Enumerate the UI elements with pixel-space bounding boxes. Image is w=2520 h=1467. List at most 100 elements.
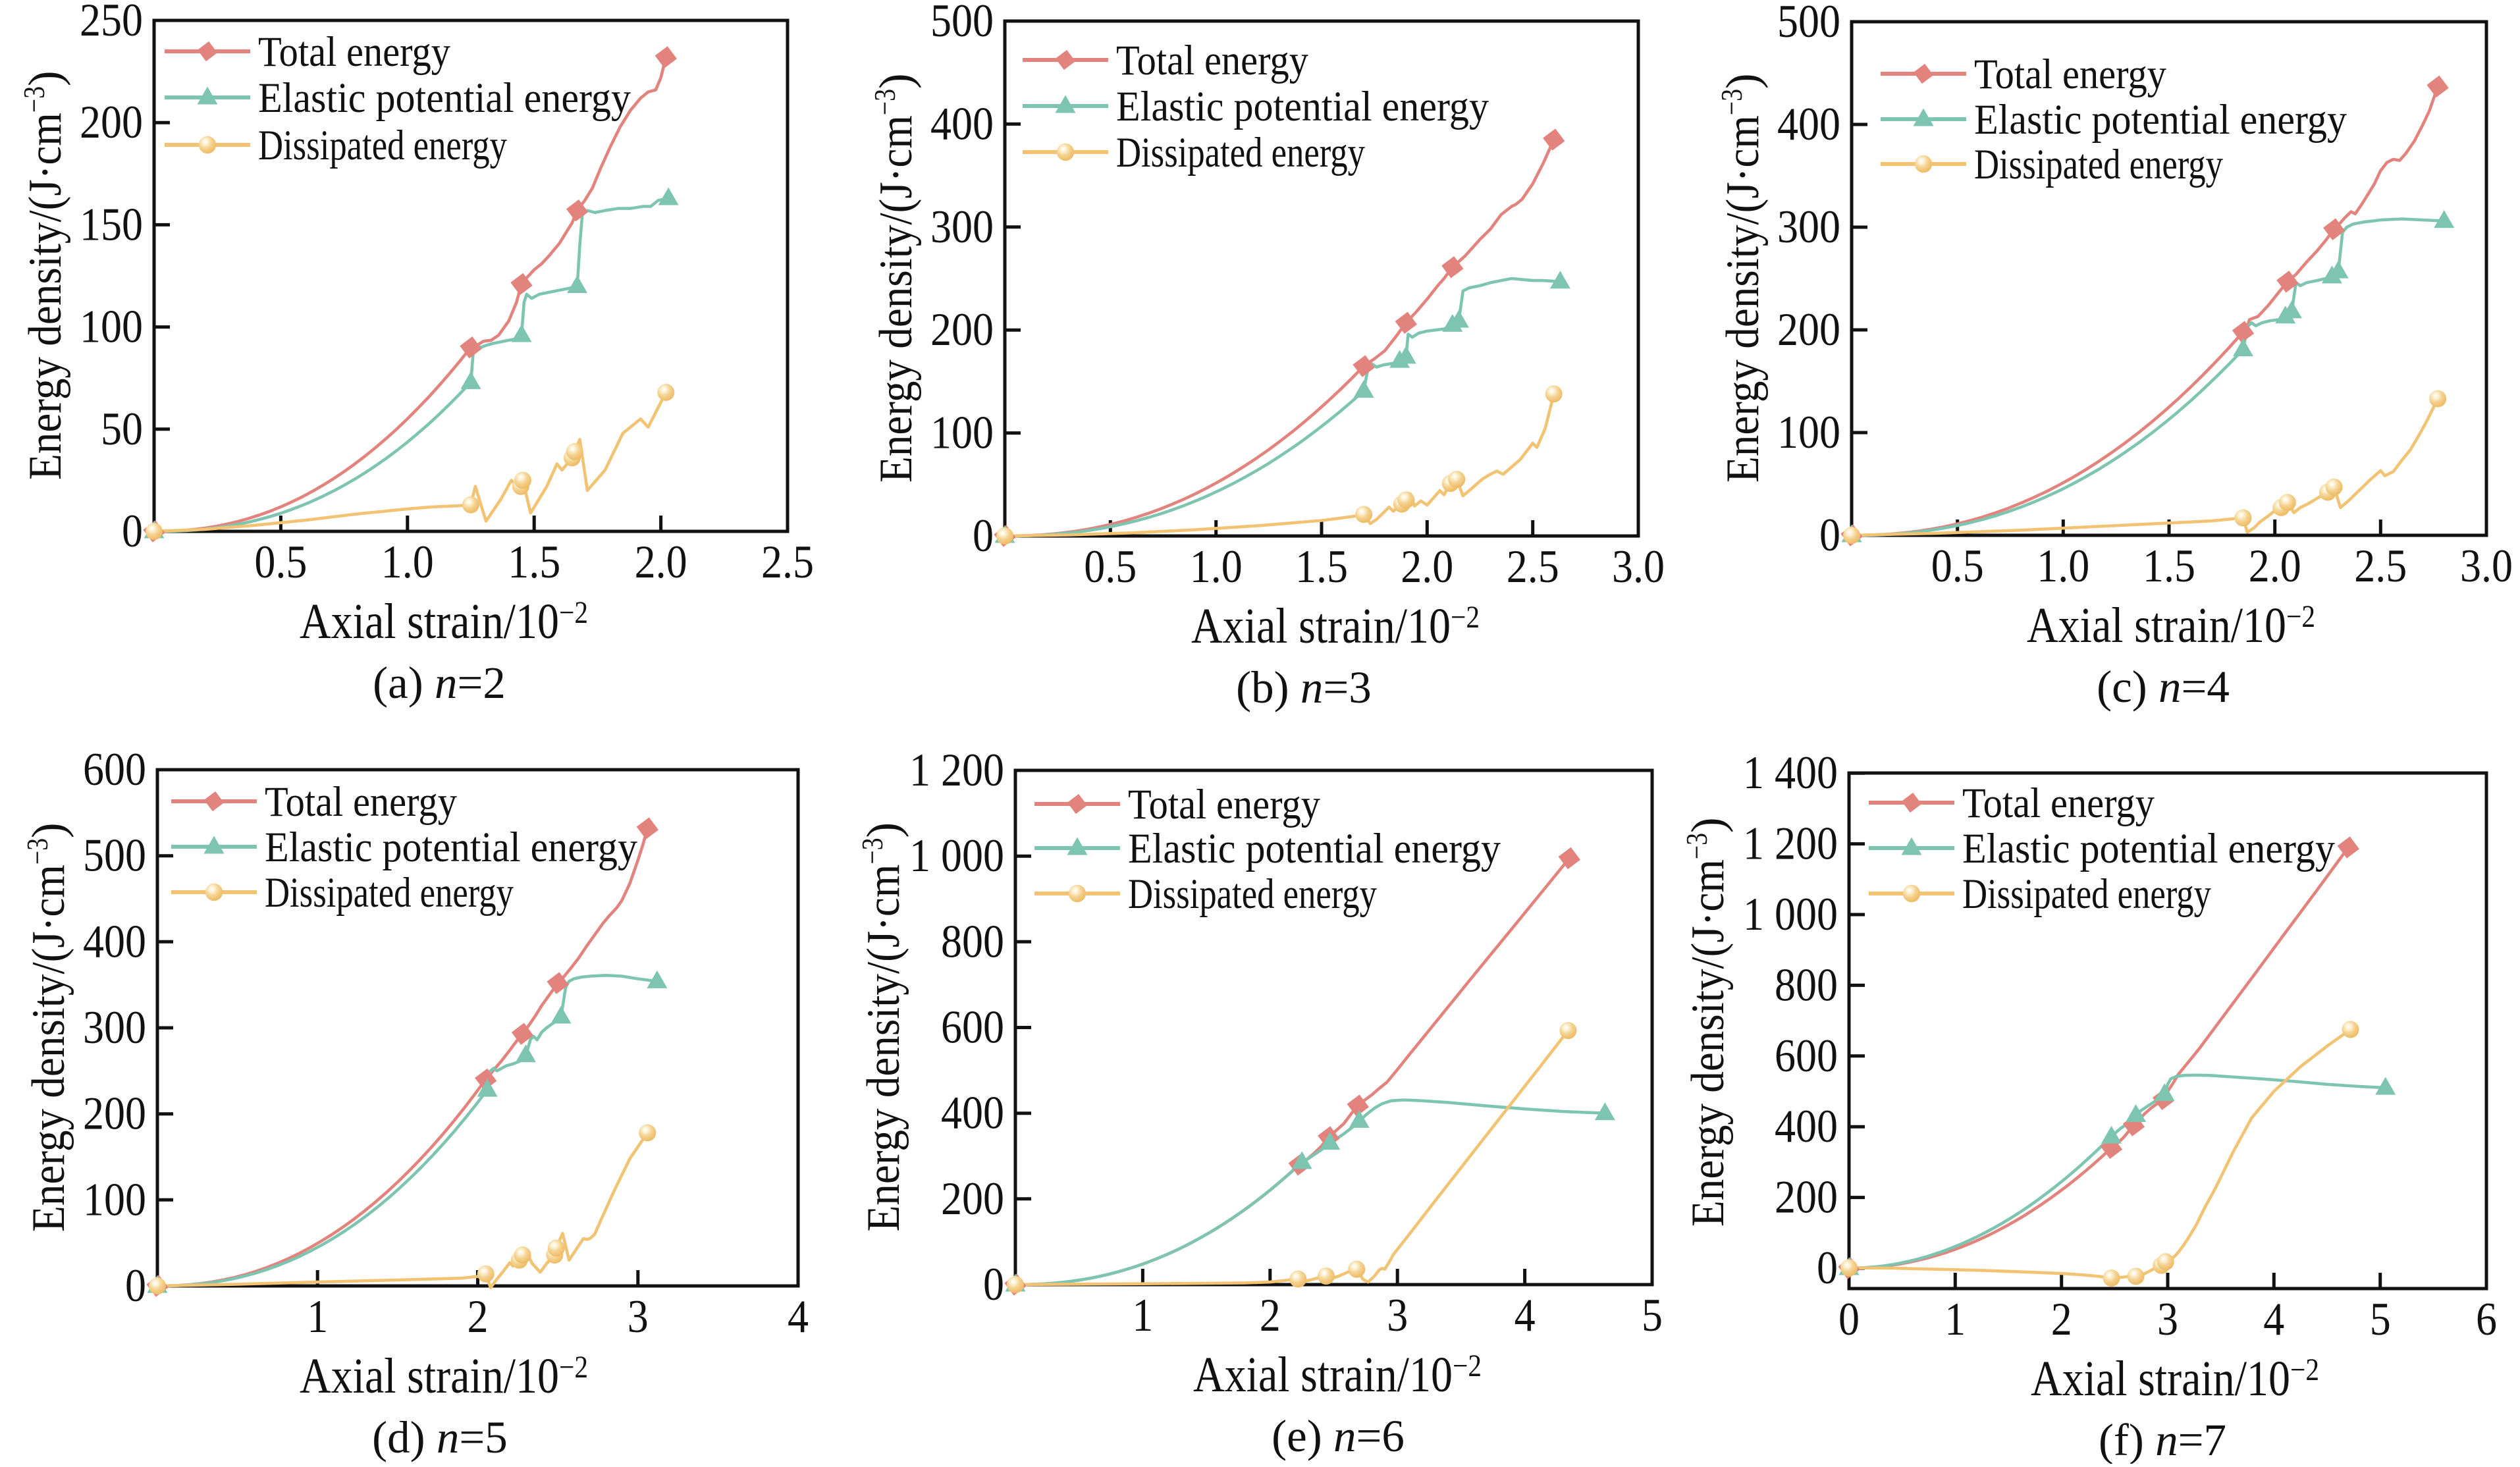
svg-text:100: 100 [930, 408, 994, 459]
svg-text:Elastic potential energy: Elastic potential energy [265, 824, 637, 871]
svg-text:4: 4 [788, 1291, 809, 1343]
svg-text:2.5: 2.5 [761, 537, 814, 588]
svg-text:Axial strain/10−2: Axial strain/10−2 [2027, 598, 2315, 653]
svg-text:Dissipated energy: Dissipated energy [1128, 870, 1377, 918]
svg-text:0: 0 [1838, 1294, 1860, 1345]
svg-text:1: 1 [1944, 1294, 1966, 1345]
svg-text:800: 800 [941, 916, 1004, 967]
svg-text:Energy density/(J·cm−3): Energy density/(J·cm−3) [1680, 817, 1734, 1227]
svg-text:5: 5 [2370, 1294, 2391, 1345]
svg-text:(c) n=4: (c) n=4 [2097, 662, 2230, 712]
svg-text:0: 0 [122, 506, 143, 557]
svg-text:Total energy: Total energy [1116, 37, 1308, 84]
svg-text:Axial strain/10−2: Axial strain/10−2 [300, 594, 588, 649]
svg-text:1.0: 1.0 [381, 537, 434, 588]
svg-text:200: 200 [1775, 1172, 1838, 1223]
svg-text:Dissipated energy: Dissipated energy [1974, 141, 2223, 188]
svg-text:3.0: 3.0 [1612, 541, 1665, 593]
svg-text:0: 0 [125, 1260, 146, 1312]
svg-text:2: 2 [468, 1291, 489, 1343]
svg-text:Elastic potential energy: Elastic potential energy [1116, 83, 1489, 130]
svg-text:1.0: 1.0 [1190, 541, 1243, 593]
svg-text:Elastic potential energy: Elastic potential energy [258, 74, 631, 122]
svg-text:(e) n=6: (e) n=6 [1272, 1411, 1405, 1461]
svg-text:100: 100 [1777, 407, 1840, 458]
svg-text:Energy density/(J·cm−3): Energy density/(J·cm−3) [20, 822, 74, 1232]
svg-text:500: 500 [1777, 0, 1840, 47]
svg-text:Dissipated energy: Dissipated energy [265, 869, 514, 917]
svg-text:200: 200 [930, 304, 994, 356]
svg-text:200: 200 [941, 1173, 1004, 1225]
svg-text:Elastic potential energy: Elastic potential energy [1962, 825, 2335, 872]
svg-text:Elastic potential energy: Elastic potential energy [1974, 96, 2347, 144]
svg-text:Total energy: Total energy [1962, 780, 2155, 827]
svg-text:Axial strain/10−2: Axial strain/10−2 [1193, 1347, 1482, 1402]
svg-text:Total energy: Total energy [1128, 781, 1320, 828]
svg-text:2.5: 2.5 [1507, 541, 1559, 593]
svg-text:(f) n=7: (f) n=7 [2099, 1415, 2226, 1464]
svg-text:(b) n=3: (b) n=3 [1236, 662, 1372, 712]
svg-text:300: 300 [1777, 201, 1840, 253]
svg-text:2.0: 2.0 [1401, 541, 1453, 593]
svg-text:Axial strain/10−2: Axial strain/10−2 [1191, 599, 1480, 654]
svg-text:500: 500 [83, 830, 146, 882]
svg-text:800: 800 [1775, 959, 1838, 1011]
svg-text:200: 200 [83, 1088, 146, 1140]
svg-text:6: 6 [2476, 1294, 2497, 1345]
svg-text:200: 200 [1777, 304, 1840, 356]
svg-text:Total energy: Total energy [258, 28, 450, 76]
svg-text:400: 400 [1775, 1101, 1838, 1152]
svg-text:0: 0 [983, 1259, 1004, 1310]
svg-text:1.0: 1.0 [2037, 541, 2089, 592]
svg-text:0.5: 0.5 [1931, 541, 1984, 592]
svg-text:Elastic potential energy: Elastic potential energy [1128, 825, 1501, 872]
svg-text:50: 50 [101, 404, 143, 455]
svg-text:3: 3 [2157, 1294, 2178, 1345]
svg-text:Axial strain/10−2: Axial strain/10−2 [2031, 1351, 2319, 1406]
svg-text:0.5: 0.5 [254, 537, 307, 588]
svg-text:200: 200 [80, 97, 143, 148]
svg-text:100: 100 [83, 1174, 146, 1225]
svg-text:Energy density/(J·cm−3): Energy density/(J·cm−3) [855, 822, 909, 1232]
svg-text:1.5: 1.5 [508, 537, 560, 588]
svg-text:1 200: 1 200 [1743, 818, 1838, 870]
svg-text:Energy density/(J·cm−3): Energy density/(J·cm−3) [868, 73, 922, 483]
svg-text:1.5: 1.5 [1295, 541, 1348, 593]
svg-text:1 400: 1 400 [1743, 747, 1838, 799]
svg-text:0: 0 [973, 510, 994, 562]
svg-text:2.0: 2.0 [2249, 541, 2301, 592]
svg-text:600: 600 [941, 1002, 1004, 1054]
svg-text:300: 300 [930, 201, 994, 253]
svg-text:500: 500 [930, 0, 994, 47]
svg-text:Dissipated energy: Dissipated energy [1962, 870, 2211, 918]
svg-text:Total energy: Total energy [1974, 51, 2166, 98]
svg-text:1: 1 [1132, 1290, 1153, 1341]
svg-text:(d) n=5: (d) n=5 [372, 1412, 508, 1462]
svg-text:150: 150 [80, 199, 143, 250]
svg-text:1 000: 1 000 [909, 830, 1004, 882]
svg-text:5: 5 [1642, 1290, 1663, 1341]
svg-text:400: 400 [83, 916, 146, 967]
svg-text:3: 3 [1387, 1290, 1408, 1341]
svg-text:300: 300 [83, 1002, 146, 1054]
svg-text:Axial strain/10−2: Axial strain/10−2 [300, 1348, 588, 1404]
svg-text:1 000: 1 000 [1743, 889, 1838, 940]
svg-text:2: 2 [2051, 1294, 2072, 1345]
svg-text:2.0: 2.0 [635, 537, 687, 588]
svg-text:Total energy: Total energy [265, 778, 457, 826]
svg-text:1: 1 [307, 1291, 328, 1343]
svg-text:100: 100 [80, 302, 143, 353]
svg-text:Energy density/(J·cm−3): Energy density/(J·cm−3) [1715, 73, 1769, 483]
svg-text:Dissipated energy: Dissipated energy [258, 122, 507, 169]
svg-text:Dissipated energy: Dissipated energy [1116, 129, 1365, 176]
svg-text:(a) n=2: (a) n=2 [373, 658, 506, 708]
svg-text:3.0: 3.0 [2460, 541, 2513, 592]
svg-text:400: 400 [930, 98, 994, 149]
svg-text:1.5: 1.5 [2143, 541, 2195, 592]
svg-text:400: 400 [1777, 99, 1840, 150]
svg-text:2: 2 [1260, 1290, 1281, 1341]
svg-text:600: 600 [1775, 1030, 1838, 1082]
svg-text:2.5: 2.5 [2354, 541, 2407, 592]
svg-text:Energy density/(J·cm−3): Energy density/(J·cm−3) [17, 70, 71, 480]
svg-text:1 200: 1 200 [909, 745, 1004, 796]
